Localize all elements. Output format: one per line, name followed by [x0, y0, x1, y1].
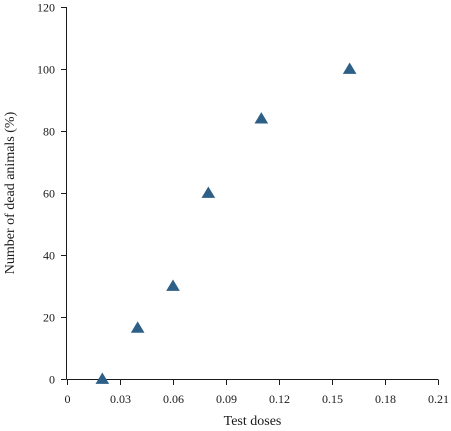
data-point: [166, 279, 180, 291]
y-tick-label: 60: [43, 187, 55, 201]
data-point: [201, 186, 216, 198]
x-tick-label: 0.21: [428, 392, 449, 406]
y-tick-label: 20: [43, 311, 55, 325]
x-tick-label: 0: [65, 392, 71, 406]
x-tick-label: 0.09: [216, 392, 237, 406]
x-axis-title: Test doses: [224, 414, 282, 429]
y-ticks: 0 20 40 60 80 100 120: [37, 1, 67, 387]
y-tick-label: 80: [43, 125, 55, 139]
data-point: [130, 321, 145, 333]
data-point: [342, 62, 357, 74]
y-tick-label: 40: [43, 249, 55, 263]
x-tick-label: 0.12: [269, 392, 290, 406]
x-tick-label: 0.06: [163, 392, 184, 406]
x-tick-label: 0.18: [375, 392, 396, 406]
y-tick-label: 100: [37, 63, 55, 77]
x-tick-label: 0.03: [110, 392, 131, 406]
data-points: [95, 62, 357, 384]
y-tick-label: 0: [49, 373, 55, 387]
y-tick-label: 120: [37, 1, 55, 15]
data-point: [95, 372, 110, 384]
y-axis-title: Number of dead animals (%): [3, 111, 18, 274]
x-ticks: 0 0.03 0.06 0.09 0.12 0.15 0.18 0.21: [65, 379, 449, 406]
x-tick-label: 0.15: [322, 392, 343, 406]
data-point: [254, 112, 269, 124]
axes: [66, 7, 438, 380]
